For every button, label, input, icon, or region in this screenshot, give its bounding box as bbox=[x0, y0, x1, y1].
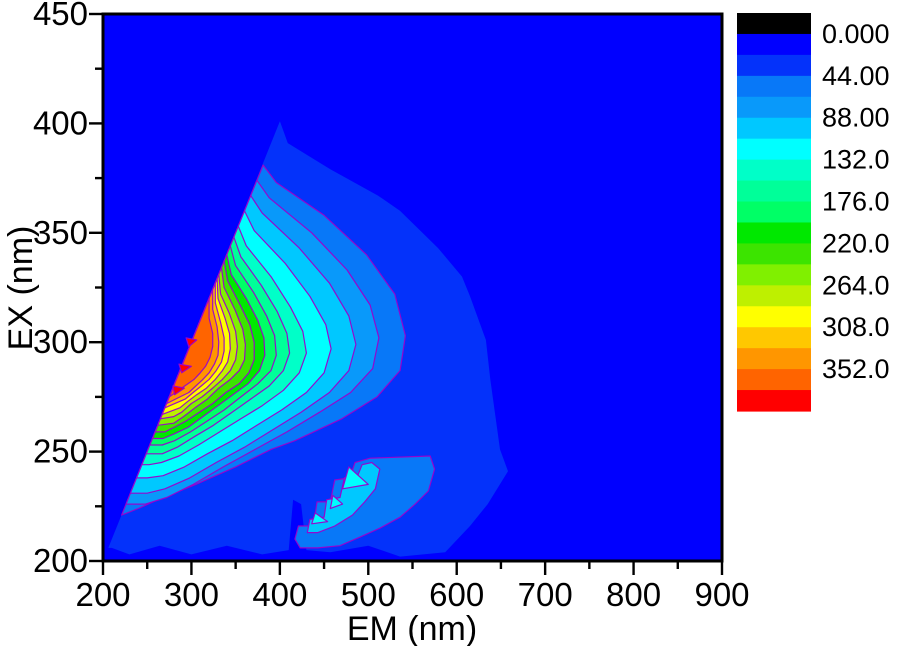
y-tick-label: 300 bbox=[33, 323, 88, 360]
y-tick-label: 200 bbox=[33, 542, 88, 579]
x-tick-label: 300 bbox=[164, 576, 219, 613]
colorbar-segment bbox=[737, 264, 811, 286]
colorbar-tick-label: 0.000 bbox=[822, 19, 890, 49]
colorbar-segment bbox=[737, 96, 811, 119]
colorbar-tick-label: 220.0 bbox=[822, 228, 890, 258]
contour-peak-speck bbox=[185, 337, 198, 348]
y-axis-title: EX (nm) bbox=[2, 226, 40, 351]
x-axis-ticks bbox=[101, 562, 724, 575]
colorbar-tick-label: 88.00 bbox=[822, 103, 890, 133]
x-tick-label: 200 bbox=[75, 576, 130, 613]
colorbar-tick-label: 352.0 bbox=[822, 354, 890, 384]
colorbar-segment bbox=[737, 285, 811, 307]
colorbar-segment bbox=[737, 159, 811, 182]
x-tick-label: 800 bbox=[606, 576, 661, 613]
colorbar-segment bbox=[737, 75, 811, 98]
x-tick-label: 400 bbox=[252, 576, 307, 613]
y-tick-label: 450 bbox=[33, 0, 88, 32]
colorbar-segment bbox=[737, 117, 811, 140]
scatter-contour-band-level-110 bbox=[329, 494, 344, 510]
colorbar-tick-label: 308.0 bbox=[822, 312, 890, 342]
x-tick-label: 700 bbox=[518, 576, 573, 613]
contour-peak-speck bbox=[172, 385, 185, 396]
colorbar-segment bbox=[737, 222, 811, 245]
colorbar-tick-label: 44.00 bbox=[822, 61, 890, 91]
plot-frame bbox=[101, 12, 724, 563]
colorbar-segment bbox=[737, 390, 811, 412]
colorbar-segment bbox=[737, 327, 811, 349]
colorbar-segment bbox=[737, 243, 811, 265]
scatter-contour-band-level-110 bbox=[311, 512, 329, 525]
y-axis-tick-labels: 200 250 300 350 400 450 bbox=[33, 0, 88, 579]
contour-band-level-352 bbox=[168, 297, 214, 398]
y-tick-label: 400 bbox=[33, 104, 88, 141]
x-tick-label: 900 bbox=[694, 576, 749, 613]
colorbar-segment bbox=[737, 13, 811, 35]
x-axis-title: EM (nm) bbox=[347, 610, 477, 646]
colorbar-segment bbox=[737, 54, 811, 77]
colorbar-tick-label: 176.0 bbox=[822, 187, 890, 217]
contour-peak-speck bbox=[178, 363, 192, 374]
colorbar bbox=[737, 13, 811, 412]
colorbar-segment bbox=[737, 348, 811, 370]
y-tick-label: 350 bbox=[33, 214, 88, 251]
x-tick-label: 500 bbox=[341, 576, 396, 613]
scatter-contour-band-level-110 bbox=[342, 466, 369, 490]
contour-layer bbox=[108, 121, 509, 557]
colorbar-tick-label: 264.0 bbox=[822, 270, 890, 300]
colorbar-segment bbox=[737, 201, 811, 224]
colorbar-tick-label: 132.0 bbox=[822, 145, 890, 175]
colorbar-segment bbox=[737, 33, 811, 56]
y-tick-label: 250 bbox=[33, 433, 88, 470]
colorbar-segment bbox=[737, 180, 811, 203]
colorbar-segment bbox=[737, 138, 811, 161]
colorbar-segment bbox=[737, 306, 811, 328]
y-axis-ticks bbox=[89, 12, 102, 563]
x-axis-tick-labels: 200 300 400 500 600 700 800 900 bbox=[75, 576, 749, 613]
colorbar-labels: 0.000 44.00 88.00 132.0 176.0 220.0 264.0 308.0… bbox=[822, 19, 890, 384]
x-tick-label: 600 bbox=[429, 576, 484, 613]
colorbar-segment bbox=[737, 369, 811, 391]
